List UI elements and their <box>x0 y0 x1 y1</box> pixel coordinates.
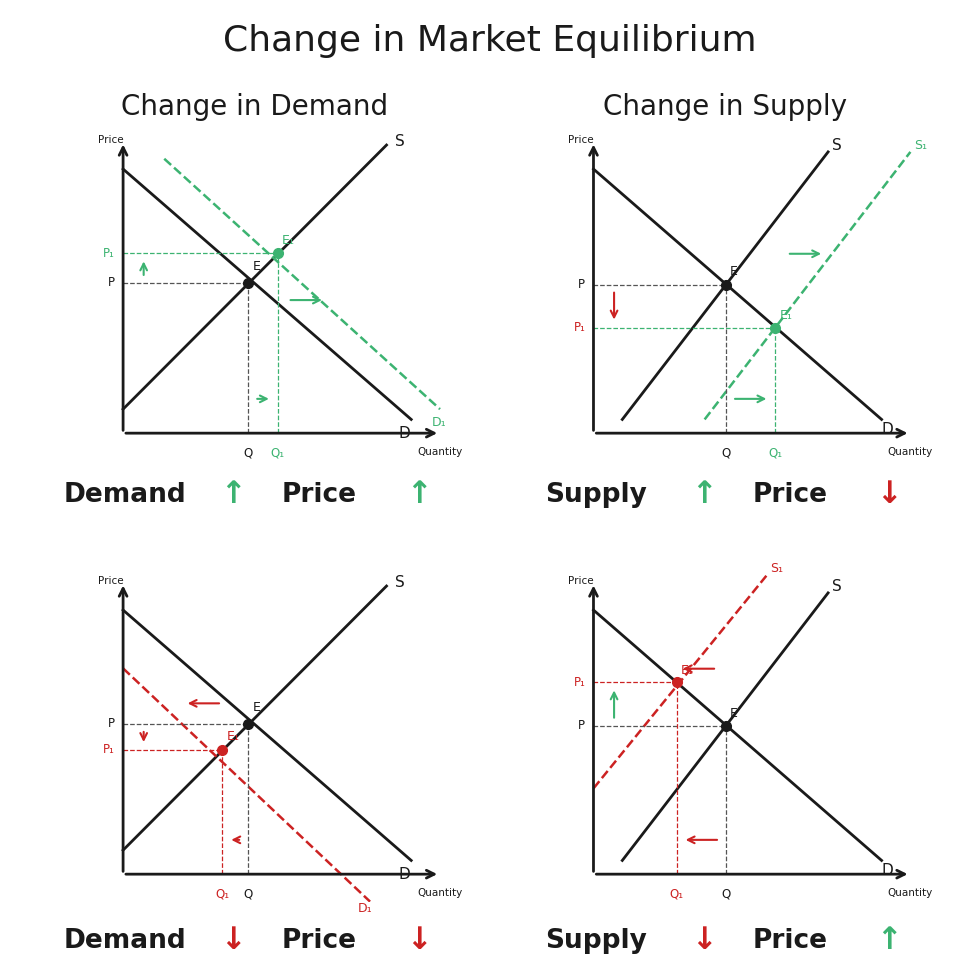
Text: P₁: P₁ <box>103 744 115 757</box>
Text: E₁: E₁ <box>779 310 793 322</box>
Text: E: E <box>730 708 738 720</box>
Text: Q: Q <box>721 888 731 901</box>
Text: D: D <box>882 863 894 878</box>
Text: Q₁: Q₁ <box>669 888 684 901</box>
Text: Q₁: Q₁ <box>270 447 285 460</box>
Text: Price: Price <box>98 576 123 586</box>
Text: Change in Market Equilibrium: Change in Market Equilibrium <box>223 24 757 59</box>
Text: S₁: S₁ <box>770 563 783 575</box>
Text: Price: Price <box>568 576 594 586</box>
Text: Q: Q <box>244 447 253 460</box>
Text: E₁: E₁ <box>282 233 295 247</box>
Text: S: S <box>395 134 405 149</box>
Text: Price: Price <box>753 482 827 508</box>
Text: ↓: ↓ <box>876 480 902 510</box>
Text: D: D <box>399 866 411 882</box>
Text: Quantity: Quantity <box>417 447 463 457</box>
Text: Demand: Demand <box>64 482 187 508</box>
Text: Quantity: Quantity <box>888 447 933 457</box>
Text: D: D <box>882 422 894 437</box>
Text: S₁: S₁ <box>914 138 927 152</box>
Text: ↓: ↓ <box>406 926 431 955</box>
Text: E: E <box>730 265 738 277</box>
Text: Price: Price <box>282 482 357 508</box>
Text: S: S <box>395 575 405 590</box>
Text: P₁: P₁ <box>103 247 115 260</box>
Text: E: E <box>252 701 261 713</box>
Text: Demand: Demand <box>64 928 187 954</box>
Text: Supply: Supply <box>545 928 647 954</box>
Text: ↓: ↓ <box>220 926 246 955</box>
Text: S: S <box>832 137 842 153</box>
Text: Price: Price <box>568 134 594 145</box>
Text: Price: Price <box>98 134 123 145</box>
Text: D₁: D₁ <box>432 416 447 429</box>
Text: P: P <box>578 278 585 291</box>
Text: Quantity: Quantity <box>888 888 933 898</box>
Text: P: P <box>578 719 585 732</box>
Text: Change in Demand: Change in Demand <box>122 93 388 122</box>
Text: P₁: P₁ <box>573 676 585 689</box>
Text: ↑: ↑ <box>220 480 246 510</box>
Text: Supply: Supply <box>545 482 647 508</box>
Text: ↓: ↓ <box>691 926 716 955</box>
Text: S: S <box>832 578 842 594</box>
Text: Change in Supply: Change in Supply <box>604 93 847 122</box>
Text: P: P <box>108 717 115 730</box>
Text: Quantity: Quantity <box>417 888 463 898</box>
Text: E: E <box>252 260 261 272</box>
Text: Price: Price <box>753 928 827 954</box>
Text: ↑: ↑ <box>876 926 902 955</box>
Text: D₁: D₁ <box>358 902 372 915</box>
Text: E₁: E₁ <box>681 664 694 677</box>
Text: Q: Q <box>721 447 731 460</box>
Text: Q₁: Q₁ <box>216 888 229 901</box>
Text: ↑: ↑ <box>406 480 431 510</box>
Text: D: D <box>399 425 411 441</box>
Text: Q: Q <box>244 888 253 901</box>
Text: ↑: ↑ <box>691 480 716 510</box>
Text: P₁: P₁ <box>573 321 585 334</box>
Text: Q₁: Q₁ <box>768 447 782 460</box>
Text: E₁: E₁ <box>226 730 239 743</box>
Text: Price: Price <box>282 928 357 954</box>
Text: P: P <box>108 276 115 289</box>
